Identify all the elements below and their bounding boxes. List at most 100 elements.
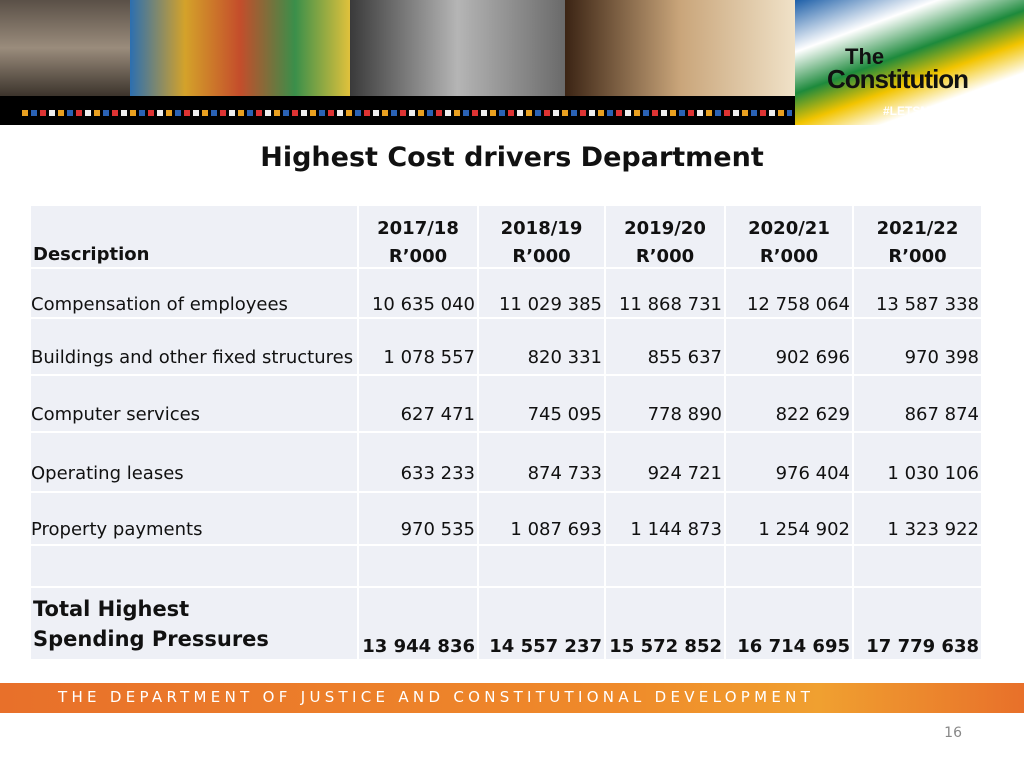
value: 11 868 731 bbox=[618, 293, 722, 315]
total-value: 17 779 638 bbox=[853, 587, 982, 660]
value-cell: 970 398 bbox=[853, 318, 982, 375]
row-label-text: Property payments bbox=[31, 519, 203, 540]
header-unit: R’000 bbox=[888, 246, 947, 267]
header-year: 2021/22 bbox=[876, 218, 959, 239]
header-cell: 2017/18 R’000 bbox=[358, 205, 478, 268]
value-cell: 874 733 bbox=[478, 432, 605, 492]
value-cell: 778 890 bbox=[605, 375, 725, 432]
empty-cell bbox=[478, 545, 605, 587]
value: 1 323 922 bbox=[887, 519, 979, 540]
value: 1 087 693 bbox=[510, 519, 602, 540]
value-cell: 976 404 bbox=[725, 432, 853, 492]
header-cell: 2021/22 R’000 bbox=[853, 205, 982, 268]
value-cell: 10 635 040 bbox=[358, 268, 478, 318]
value: 627 471 bbox=[400, 404, 475, 425]
value: 11 029 385 bbox=[498, 293, 602, 315]
value: 10 635 040 bbox=[371, 293, 475, 315]
banner-photo bbox=[565, 0, 795, 96]
footer-text: THE DEPARTMENT OF JUSTICE AND CONSTITUTI… bbox=[58, 688, 815, 706]
value-cell: 867 874 bbox=[853, 375, 982, 432]
total-label-text: Total Highest Spending Pressures bbox=[33, 596, 269, 651]
row-label-text: Buildings and other fixed structures bbox=[31, 347, 354, 368]
total-value: 13 944 836 bbox=[358, 587, 478, 660]
row-label-text: Operating leases bbox=[31, 462, 184, 484]
banner-photo bbox=[350, 0, 565, 96]
value-cell: 1 254 902 bbox=[725, 492, 853, 545]
value-cell: 902 696 bbox=[725, 318, 853, 375]
value: 924 721 bbox=[647, 462, 722, 484]
empty-cell bbox=[358, 545, 478, 587]
total-label: Total Highest Spending Pressures bbox=[30, 587, 358, 660]
value: 976 404 bbox=[775, 462, 850, 484]
value: 745 095 bbox=[527, 404, 602, 425]
value-cell: 633 233 bbox=[358, 432, 478, 492]
header-cell: 2019/20 R’000 bbox=[605, 205, 725, 268]
value-cell: 924 721 bbox=[605, 432, 725, 492]
header-label: Description bbox=[33, 244, 150, 265]
value: 867 874 bbox=[904, 404, 979, 425]
total-value: 15 572 852 bbox=[605, 587, 725, 660]
value-cell: 970 535 bbox=[358, 492, 478, 545]
header-unit: R’000 bbox=[388, 246, 448, 267]
value-cell: 627 471 bbox=[358, 375, 478, 432]
dot-strip bbox=[22, 110, 792, 116]
total-value-text: 17 779 638 bbox=[866, 636, 979, 657]
total-value-text: 15 572 852 bbox=[609, 636, 722, 657]
logo-text: Constitution bbox=[827, 64, 969, 94]
value-cell: 11 868 731 bbox=[605, 268, 725, 318]
value-cell: 1 078 557 bbox=[358, 318, 478, 375]
row-label: Compensation of employees bbox=[30, 268, 358, 318]
total-value: 14 557 237 bbox=[478, 587, 605, 660]
empty-cell bbox=[725, 545, 853, 587]
value: 970 535 bbox=[400, 519, 475, 540]
value-cell: 1 087 693 bbox=[478, 492, 605, 545]
total-value-text: 16 714 695 bbox=[737, 636, 850, 657]
value: 633 233 bbox=[400, 462, 475, 484]
banner-logo: The Constitution #LETSMAKEITREAL bbox=[795, 0, 1024, 125]
page-number: 16 bbox=[944, 725, 962, 741]
value: 874 733 bbox=[527, 462, 602, 484]
empty-cell bbox=[30, 545, 358, 587]
row-label-text: Compensation of employees bbox=[31, 293, 288, 315]
value-cell: 855 637 bbox=[605, 318, 725, 375]
header-unit: R’000 bbox=[635, 246, 695, 267]
value: 902 696 bbox=[775, 347, 850, 368]
value: 1 030 106 bbox=[887, 462, 979, 484]
value: 778 890 bbox=[647, 404, 722, 425]
value-cell: 13 587 338 bbox=[853, 268, 982, 318]
value: 1 078 557 bbox=[383, 347, 475, 368]
value-cell: 1 030 106 bbox=[853, 432, 982, 492]
header-year: 2017/18 bbox=[377, 218, 459, 239]
value: 970 398 bbox=[904, 347, 979, 368]
header-cell: 2018/19 R’000 bbox=[478, 205, 605, 268]
row-label: Operating leases bbox=[30, 432, 358, 492]
value: 12 758 064 bbox=[746, 293, 850, 315]
value: 822 629 bbox=[775, 404, 850, 425]
row-label: Computer services bbox=[30, 375, 358, 432]
header-cell: Description bbox=[30, 205, 358, 268]
banner-photo bbox=[130, 0, 350, 96]
banner: The Constitution #LETSMAKEITREAL bbox=[0, 0, 1024, 125]
slide-title: Highest Cost drivers Department bbox=[260, 142, 764, 173]
footer-band: THE DEPARTMENT OF JUSTICE AND CONSTITUTI… bbox=[0, 683, 1024, 713]
value-cell: 820 331 bbox=[478, 318, 605, 375]
total-value-text: 14 557 237 bbox=[489, 636, 602, 657]
header-year: 2018/19 bbox=[500, 218, 583, 239]
value: 855 637 bbox=[647, 347, 722, 368]
header-year: 2020/21 bbox=[748, 218, 830, 239]
banner-photo bbox=[0, 0, 130, 96]
total-value: 16 714 695 bbox=[725, 587, 853, 660]
header-cell: 2020/21 R’000 bbox=[725, 205, 853, 268]
value-cell: 822 629 bbox=[725, 375, 853, 432]
value-cell: 12 758 064 bbox=[725, 268, 853, 318]
value: 1 254 902 bbox=[758, 519, 850, 540]
row-label: Property payments bbox=[30, 492, 358, 545]
value-cell: 1 144 873 bbox=[605, 492, 725, 545]
logo-text: The bbox=[845, 44, 885, 69]
empty-cell bbox=[605, 545, 725, 587]
header-unit: R’000 bbox=[759, 246, 819, 267]
value: 1 144 873 bbox=[630, 519, 722, 540]
hashtag: #LETSMAKEITREAL bbox=[883, 104, 1000, 118]
value-cell: 745 095 bbox=[478, 375, 605, 432]
empty-cell bbox=[853, 545, 982, 587]
